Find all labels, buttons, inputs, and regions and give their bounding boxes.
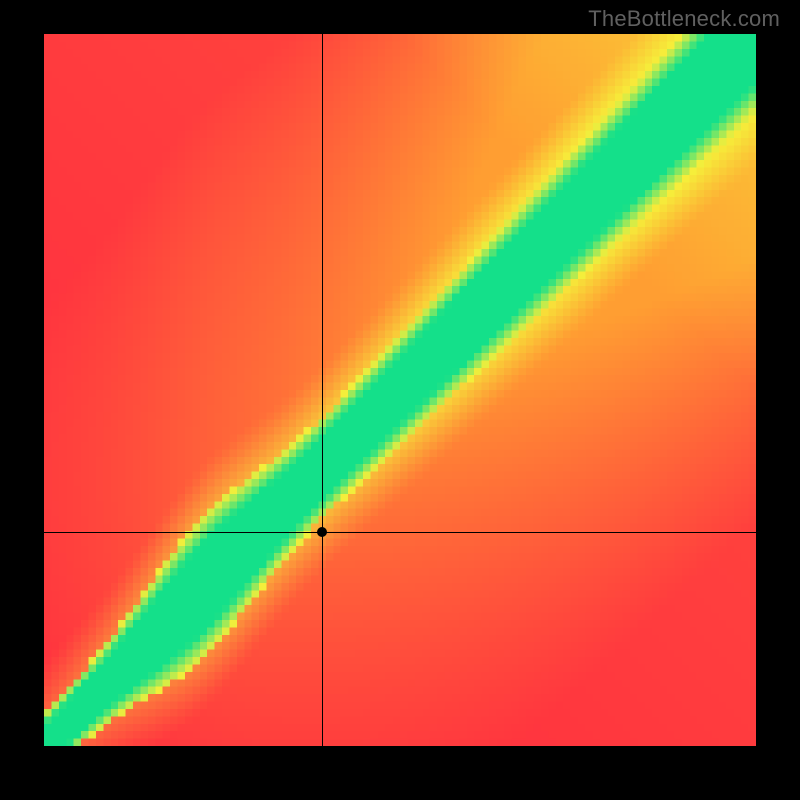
crosshair-horizontal — [44, 532, 756, 533]
chart-container: TheBottleneck.com — [0, 0, 800, 800]
plot-area — [44, 34, 756, 746]
marker-dot — [317, 527, 327, 537]
crosshair-vertical — [322, 34, 323, 746]
watermark-text: TheBottleneck.com — [588, 6, 780, 32]
heatmap-canvas — [44, 34, 756, 746]
